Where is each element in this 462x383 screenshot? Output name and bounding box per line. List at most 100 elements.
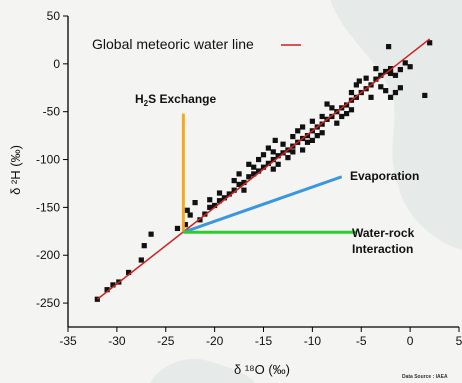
data-point xyxy=(392,72,399,78)
data-point xyxy=(174,225,181,232)
data-point xyxy=(339,113,345,120)
data-point xyxy=(187,212,193,218)
y-axis-label: δ ²H (‰) xyxy=(8,145,23,195)
y-tick-label: -200 xyxy=(36,248,60,262)
data-point xyxy=(319,113,325,120)
data-point xyxy=(324,101,330,107)
data-point xyxy=(192,200,198,206)
annotation-label: Evaporation xyxy=(350,169,419,183)
data-point xyxy=(356,78,362,84)
data-point xyxy=(387,70,394,77)
data-point xyxy=(378,84,384,90)
data-point xyxy=(368,94,374,100)
data-point xyxy=(216,198,223,204)
data-point xyxy=(280,141,286,147)
data-point xyxy=(236,171,242,177)
data-point xyxy=(221,195,227,201)
data-point xyxy=(348,107,355,113)
data-point xyxy=(275,161,281,167)
data-point xyxy=(397,85,403,91)
data-point xyxy=(387,94,394,100)
data-point xyxy=(427,40,433,46)
data-point xyxy=(373,66,379,72)
data-point xyxy=(202,211,208,217)
data-point xyxy=(236,181,242,188)
data-point xyxy=(383,68,389,75)
data-point xyxy=(329,113,335,120)
y-tick-label: -150 xyxy=(36,200,60,214)
annotation-label: Water-rock Interaction xyxy=(352,226,415,256)
data-point xyxy=(110,282,116,288)
data-point xyxy=(270,166,276,172)
data-point xyxy=(256,168,262,174)
data-point xyxy=(309,137,315,143)
data-point xyxy=(212,202,218,209)
data-point xyxy=(241,187,247,193)
data-point xyxy=(231,187,237,193)
data-point xyxy=(260,164,267,170)
data-point xyxy=(304,133,311,139)
data-point xyxy=(378,72,384,78)
data-point xyxy=(363,75,369,81)
data-point xyxy=(265,160,271,166)
data-point xyxy=(383,88,389,94)
x-tick-label: -10 xyxy=(304,334,322,348)
data-series xyxy=(94,38,433,302)
data-point xyxy=(207,204,213,210)
data-point xyxy=(260,152,267,158)
data-point xyxy=(397,66,403,73)
annotation-label: H2S Exchange xyxy=(135,92,216,108)
data-point xyxy=(300,124,306,130)
data-point xyxy=(319,121,325,127)
data-point xyxy=(353,94,359,100)
data-point xyxy=(334,120,340,126)
y-tick-label: 0 xyxy=(53,57,60,71)
data-point xyxy=(304,139,311,145)
legend: Global meteoric water line xyxy=(92,36,301,52)
data-point xyxy=(285,155,291,161)
x-tick-label: -5 xyxy=(356,334,367,348)
x-tick-label: 0 xyxy=(407,334,414,348)
data-point xyxy=(246,174,252,180)
annotation-line xyxy=(182,175,343,234)
y-tick-label: -100 xyxy=(36,153,60,167)
y-tick-label: 50 xyxy=(47,9,61,23)
data-point xyxy=(138,257,144,263)
plot-area: -35 -30 -25 -20 -15 -10 -5 0 5500-50-100-150-200… xyxy=(36,9,462,348)
data-point xyxy=(329,105,335,111)
data-point xyxy=(126,269,132,276)
background-shape xyxy=(330,0,462,250)
annotations: H2S Exchange Evaporation Water-rock Interac… xyxy=(135,92,419,256)
data-point xyxy=(392,89,399,96)
data-point xyxy=(270,156,276,163)
data-point xyxy=(295,128,301,134)
data-point xyxy=(314,133,320,139)
data-point xyxy=(290,133,296,140)
data-point xyxy=(386,44,392,50)
data-point xyxy=(256,156,262,163)
x-tick-label: -20 xyxy=(206,334,224,348)
data-point xyxy=(251,164,257,170)
x-tick-label: -15 xyxy=(255,334,273,348)
data-point xyxy=(309,118,315,124)
data-point xyxy=(251,171,257,177)
data-point xyxy=(197,217,203,223)
data-point xyxy=(422,92,428,99)
data-point xyxy=(343,102,350,108)
data-point xyxy=(246,161,252,167)
data-source-note: Data Source : IAEA xyxy=(402,374,448,380)
data-point xyxy=(270,149,276,155)
data-point xyxy=(272,137,278,143)
x-tick-label: -30 xyxy=(108,334,126,348)
data-point xyxy=(216,190,223,196)
data-point xyxy=(319,130,325,136)
data-point xyxy=(104,287,110,293)
data-point xyxy=(231,177,237,184)
data-point xyxy=(275,153,281,159)
data-point xyxy=(280,150,286,156)
data-point xyxy=(402,60,408,66)
data-point xyxy=(184,207,190,213)
data-point xyxy=(348,89,355,96)
data-point xyxy=(290,149,296,155)
